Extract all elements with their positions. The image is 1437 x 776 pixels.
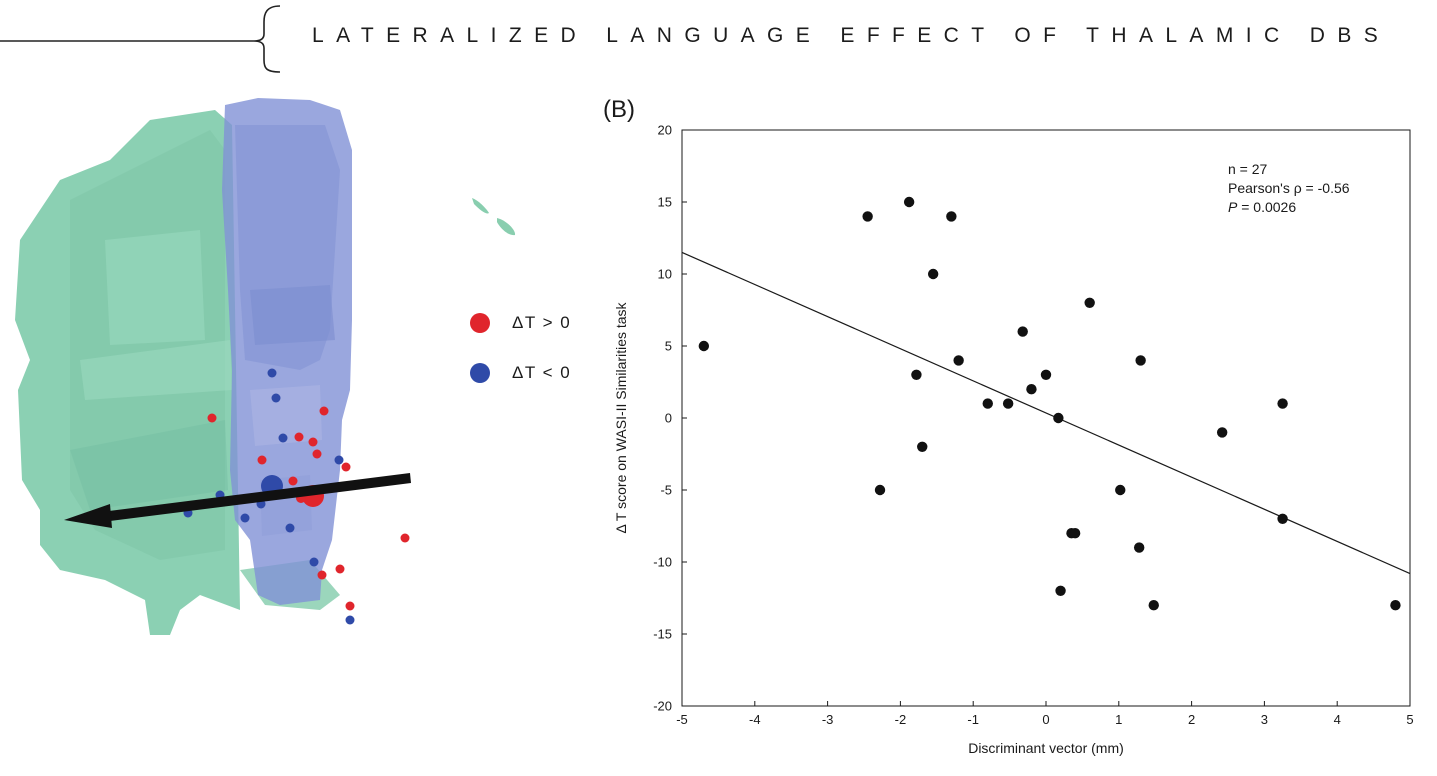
data-point (1053, 412, 1064, 424)
panel-b-label: (B) (603, 96, 635, 123)
y-tick-label: 0 (665, 411, 672, 426)
data-point (1216, 427, 1228, 438)
header-rule (0, 5, 281, 73)
x-tick-label: -4 (749, 712, 761, 727)
data-point (1390, 600, 1401, 611)
data-point (874, 484, 886, 496)
y-tick-label: 15 (658, 195, 672, 210)
y-tick-label: 10 (658, 267, 672, 282)
x-tick-label: 3 (1261, 712, 1268, 727)
legend: ΔT > 0 ΔT < 0 (470, 310, 590, 400)
legend-marker-positive (470, 313, 490, 333)
x-tick-label: -3 (822, 712, 834, 727)
plot-frame (681, 129, 1411, 707)
y-tick-label: -15 (653, 627, 672, 642)
data-point (1277, 513, 1288, 524)
data-point (917, 441, 928, 452)
data-point (1133, 542, 1145, 553)
data-point (1026, 384, 1037, 395)
x-tick-label: 0 (1042, 712, 1049, 727)
data-point (982, 398, 993, 409)
x-tick-label: 4 (1334, 712, 1341, 727)
discriminant-arrow (64, 473, 411, 528)
legend-label-negative: ΔT < 0 (512, 363, 572, 382)
x-tick-label: 5 (1406, 712, 1413, 727)
data-point (946, 211, 957, 222)
data-points (698, 196, 1401, 611)
data-point (1148, 600, 1159, 611)
data-point (1040, 369, 1052, 380)
x-tick-label: -2 (895, 712, 907, 727)
data-point (1084, 297, 1095, 308)
x-axis: -5 -4 -3 -2 -1 0 1 2 3 4 5 (676, 701, 1414, 727)
y-axis: -20 -15 -10 -5 0 5 10 15 20 (653, 123, 687, 714)
y-tick-label: 20 (658, 123, 672, 138)
stat-pearson: Pearson's ρ = -0.56 (1228, 180, 1350, 196)
thalamus-reconstruction (15, 98, 516, 635)
stat-pvalue-value: = 0.0026 (1237, 199, 1296, 215)
data-point (1115, 484, 1126, 496)
legend-label-positive: ΔT > 0 (512, 313, 572, 332)
y-tick-label: -10 (653, 555, 672, 570)
data-point (1277, 398, 1288, 409)
data-point (698, 340, 710, 352)
data-point (911, 369, 922, 380)
data-point (953, 355, 964, 366)
y-axis-title: Δ T score on WASI-II Similarities task (613, 301, 629, 533)
data-point (1135, 355, 1146, 366)
regression-line (681, 251, 1411, 575)
data-point (1069, 528, 1081, 539)
legend-item-positive: ΔT > 0 (470, 310, 571, 336)
y-tick-label: -5 (660, 483, 672, 498)
data-point (1055, 585, 1066, 596)
y-tick-label: -20 (653, 699, 672, 714)
stat-pvalue: P = 0.0026 (1228, 199, 1296, 215)
x-tick-label: -5 (676, 712, 688, 727)
data-point (1017, 326, 1028, 337)
data-point (927, 268, 939, 280)
x-axis-title: Discriminant vector (mm) (968, 740, 1124, 756)
legend-item-negative: ΔT < 0 (470, 360, 571, 386)
y-tick-label: 5 (665, 339, 672, 354)
data-point (903, 196, 915, 208)
x-tick-label: 1 (1115, 712, 1122, 727)
legend-marker-negative (470, 363, 490, 383)
x-tick-label: 2 (1188, 712, 1195, 727)
stat-pvalue-symbol: P (1228, 199, 1238, 215)
running-title: LATERALIZED LANGUAGE EFFECT OF THALAMIC … (312, 24, 1391, 47)
data-point (862, 211, 873, 222)
data-point (1002, 398, 1014, 409)
right-thalamus-shape (222, 98, 352, 605)
x-tick-label: -1 (967, 712, 979, 727)
stat-n: n = 27 (1228, 161, 1268, 177)
